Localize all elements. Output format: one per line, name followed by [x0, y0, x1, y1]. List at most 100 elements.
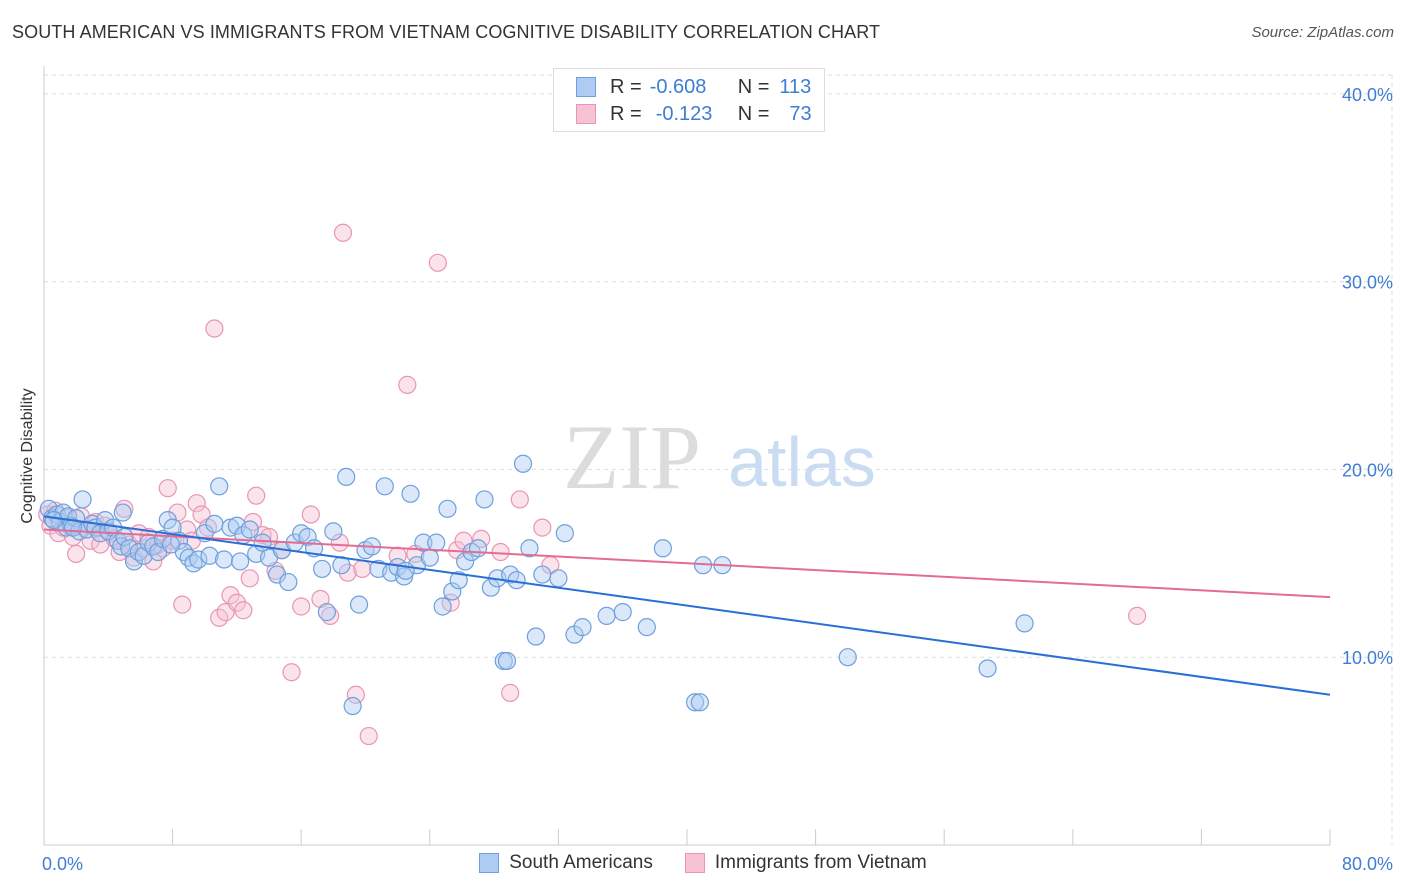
- vietnam-point: [205, 319, 224, 338]
- south-american-point: [144, 537, 163, 556]
- vietnam-point: [491, 542, 510, 562]
- vietnam-point: [282, 663, 301, 682]
- watermark: ZIP atlas: [563, 406, 876, 508]
- south-american-point: [443, 582, 462, 601]
- south-american-point: [555, 524, 574, 543]
- south-american-point: [637, 618, 656, 637]
- source-label: Source: ZipAtlas.com: [1251, 24, 1394, 41]
- south-american-point: [1015, 614, 1034, 633]
- vietnam-point: [292, 597, 311, 616]
- legend-item-south-americans[interactable]: South Americans: [479, 852, 653, 874]
- south-american-point: [312, 559, 332, 579]
- south-american-point: [549, 569, 568, 588]
- vietnam-point: [247, 486, 266, 505]
- vietnam-point: [67, 544, 86, 564]
- south-american-point: [449, 571, 468, 590]
- vietnam-point: [234, 601, 253, 620]
- watermark-zip: ZIP: [563, 406, 701, 508]
- vietnam-point: [398, 375, 417, 394]
- vietnam-point: [144, 552, 163, 571]
- x-tick-label: 0.0%: [42, 854, 83, 874]
- vietnam-point: [353, 559, 372, 579]
- south-american-point: [513, 454, 533, 473]
- south-american-point: [279, 572, 298, 592]
- r-label: R =: [610, 102, 642, 125]
- south-american-point: [349, 595, 369, 614]
- y-tick-label: 30.0%: [1342, 273, 1393, 293]
- grid-lines: [44, 74, 1393, 845]
- vietnam-trend-line: [43, 528, 1331, 599]
- r-value: -0.123: [655, 102, 713, 125]
- south-american-point: [298, 527, 317, 547]
- vietnam-point: [158, 479, 177, 498]
- blue-swatch: [479, 853, 500, 873]
- vietnam-point: [173, 595, 192, 614]
- vietnam-point: [227, 593, 246, 612]
- south-american-point: [214, 550, 234, 569]
- south-american-point: [613, 603, 632, 622]
- vietnam-point: [333, 223, 353, 242]
- south-american-point: [231, 552, 250, 571]
- pink-swatch: [684, 853, 705, 873]
- vietnam-point: [330, 533, 349, 552]
- vietnam-point: [221, 586, 240, 605]
- south-american-point: [324, 522, 343, 541]
- axes: [43, 66, 1331, 846]
- south-american-point: [653, 539, 672, 558]
- blue-swatch: [576, 77, 596, 97]
- legend-item-vietnam[interactable]: Immigrants from Vietnam: [684, 852, 927, 874]
- south-american-point: [161, 535, 181, 554]
- south-american-point: [73, 490, 92, 509]
- vietnam-point: [338, 563, 357, 582]
- vietnam-point: [428, 253, 447, 272]
- y-tick-label: 10.0%: [1342, 648, 1393, 668]
- south-american-point: [113, 503, 132, 522]
- watermark-atlas: atlas: [728, 423, 876, 501]
- pink-swatch: [576, 104, 596, 124]
- south-american-point: [978, 659, 997, 678]
- legend-row-vietnam: R = -0.123 N = 73: [576, 102, 812, 126]
- south-american-point: [685, 693, 705, 712]
- south-american-point: [375, 477, 394, 496]
- y-tick-label: 40.0%: [1342, 85, 1393, 105]
- south-american-point: [597, 606, 616, 625]
- south-american-point: [497, 651, 517, 671]
- south-american-point: [189, 550, 208, 569]
- series-legend: South Americans Immigrants from Vietnam: [0, 852, 1406, 874]
- vietnam-point: [346, 685, 365, 704]
- vietnam-point: [187, 494, 206, 513]
- south-american-point: [240, 520, 259, 539]
- south-american-point: [200, 546, 219, 565]
- trend-lines: [43, 515, 1331, 696]
- south-american-point: [427, 533, 446, 552]
- south-american-point: [210, 477, 229, 496]
- x-tick-label: 80.0%: [1342, 854, 1393, 874]
- south-american-point: [433, 597, 452, 616]
- n-value: 113: [779, 75, 812, 98]
- legend-label: South Americans: [509, 852, 653, 873]
- chart-title: SOUTH AMERICAN VS IMMIGRANTS FROM VIETNA…: [12, 22, 881, 42]
- south-american-point: [475, 490, 494, 509]
- n-label: N =: [737, 75, 770, 98]
- south-american-point: [337, 467, 356, 487]
- south-american-point: [520, 539, 539, 558]
- south-american-point: [124, 552, 144, 571]
- vietnam-point: [240, 569, 259, 588]
- n-label: N =: [737, 102, 770, 125]
- correlation-legend: R = -0.608 N = 113 R = -0.123 N = 73: [553, 68, 825, 132]
- y-tick-label: 20.0%: [1342, 460, 1393, 480]
- south-american-point: [438, 499, 457, 518]
- south-american-point: [690, 693, 709, 712]
- south-american-point: [205, 514, 224, 533]
- r-label: R =: [610, 75, 642, 98]
- south-american-point: [533, 565, 552, 584]
- tick-labels: 10.0% 20.0% 30.0% 40.0% 0.0% 80.0%: [42, 85, 1393, 874]
- vietnam-point: [1127, 606, 1147, 625]
- south-american-point: [838, 648, 857, 667]
- south-american-point: [414, 533, 433, 552]
- vietnam-point: [533, 518, 552, 537]
- n-value: 73: [789, 102, 812, 125]
- r-value: -0.608: [649, 75, 707, 98]
- south-american-point: [468, 539, 488, 558]
